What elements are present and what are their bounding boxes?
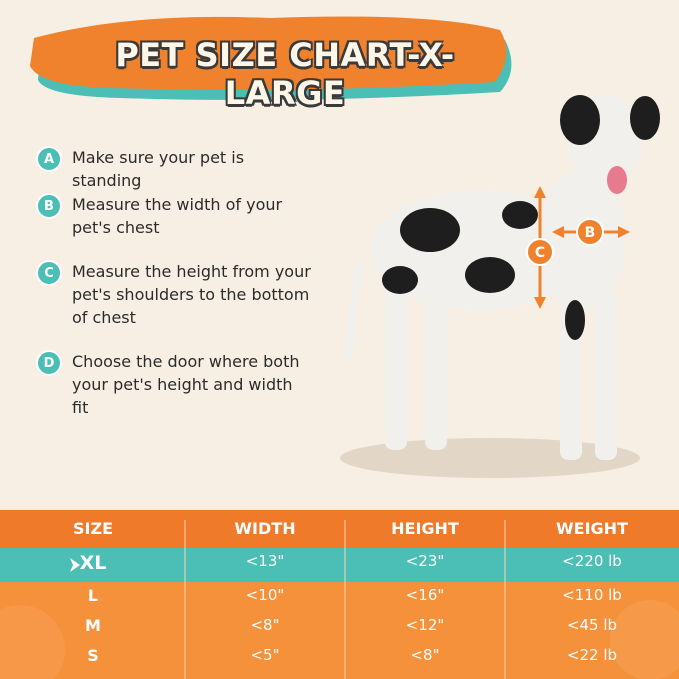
step-badge: A [36, 146, 62, 172]
step-text: Measure the width of your pet's chest [72, 195, 283, 237]
size-table: SIZE WIDTH HEIGHT WEIGHT XL <13" <23" <220 lb L <… [0, 510, 679, 679]
step: D Choose the door where both your pet's h… [36, 350, 312, 419]
column-header: WEIGHT [556, 519, 628, 538]
step: A Make sure your pet is standing [36, 146, 312, 192]
value-cell: <45 lb [566, 616, 618, 634]
title-banner [30, 16, 507, 90]
value-cell: <220 lb [562, 552, 622, 570]
value-cell: <110 lb [562, 586, 622, 604]
step: B Measure the width of your pet's chest [36, 193, 312, 239]
title: PET SIZE CHART-X-LARGE [115, 36, 455, 112]
step: C Measure the height from your pet's shou… [36, 260, 312, 329]
size-cell: S [87, 646, 99, 665]
height-label: C [535, 245, 545, 261]
table-header-band [0, 510, 679, 548]
value-cell: <23" [405, 552, 445, 570]
paw-decoration [610, 600, 679, 679]
size-cell: XL [79, 552, 107, 574]
step-text: Choose the door where both your pet's he… [72, 352, 300, 417]
value-cell: <10" [245, 586, 285, 604]
column-header: WIDTH [234, 519, 296, 538]
column-header: SIZE [72, 519, 113, 538]
value-cell: <22 lb [566, 646, 618, 664]
step-badge: C [36, 260, 62, 286]
dog-illustration [344, 95, 660, 460]
selected-arrow [70, 558, 80, 572]
step-badge: B [36, 193, 62, 219]
step-badge: D [36, 350, 62, 376]
value-cell: <5" [250, 646, 280, 664]
value-cell: <8" [250, 616, 280, 634]
value-cell: <8" [410, 646, 440, 664]
value-cell: <12" [405, 616, 445, 634]
measure-arrows [526, 186, 630, 309]
value-cell: <16" [405, 586, 445, 604]
highlight-row [0, 548, 679, 582]
size-cell: L [87, 586, 99, 605]
step-text: Make sure your pet is standing [72, 148, 245, 190]
size-cell: M [85, 616, 101, 635]
column-header: HEIGHT [391, 519, 459, 538]
width-label: B [585, 225, 596, 241]
value-cell: <13" [245, 552, 285, 570]
step-text: Measure the height from your pet's shoul… [72, 262, 311, 327]
paw-decoration [0, 605, 65, 679]
